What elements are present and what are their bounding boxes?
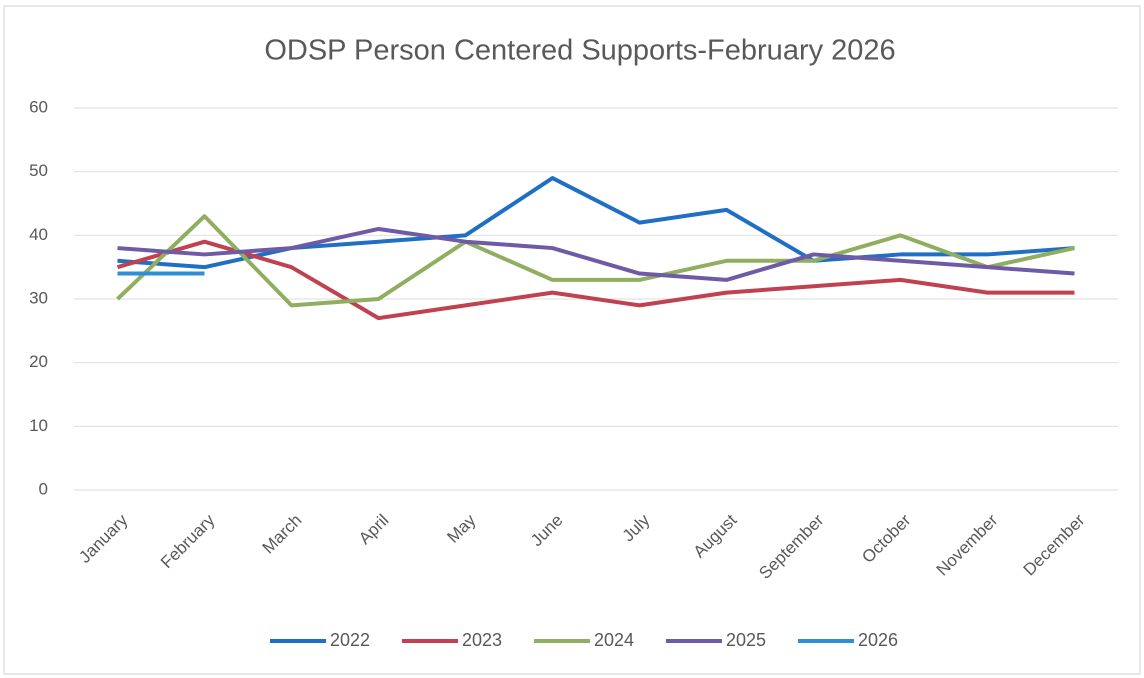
series-line [117, 176, 1075, 270]
legend-label: 2022 [330, 630, 370, 650]
legend-label: 2024 [594, 630, 634, 650]
y-tick-label: 10 [29, 416, 48, 435]
series-line [116, 239, 1075, 321]
y-tick-label: 20 [29, 352, 48, 371]
y-tick-label: 40 [29, 225, 48, 244]
chart-frame [3, 5, 1141, 675]
legend-label: 2023 [462, 630, 502, 650]
series-line [117, 226, 1075, 282]
series-line [116, 214, 1075, 308]
y-tick-label: 60 [29, 97, 48, 116]
y-tick-label: 0 [39, 479, 48, 498]
legend-label: 2025 [726, 630, 766, 650]
legend-label: 2026 [858, 630, 898, 650]
y-tick-label: 50 [29, 161, 48, 180]
y-tick-label: 30 [29, 288, 48, 307]
chart-title: ODSP Person Centered Supports-February 2… [264, 35, 895, 67]
